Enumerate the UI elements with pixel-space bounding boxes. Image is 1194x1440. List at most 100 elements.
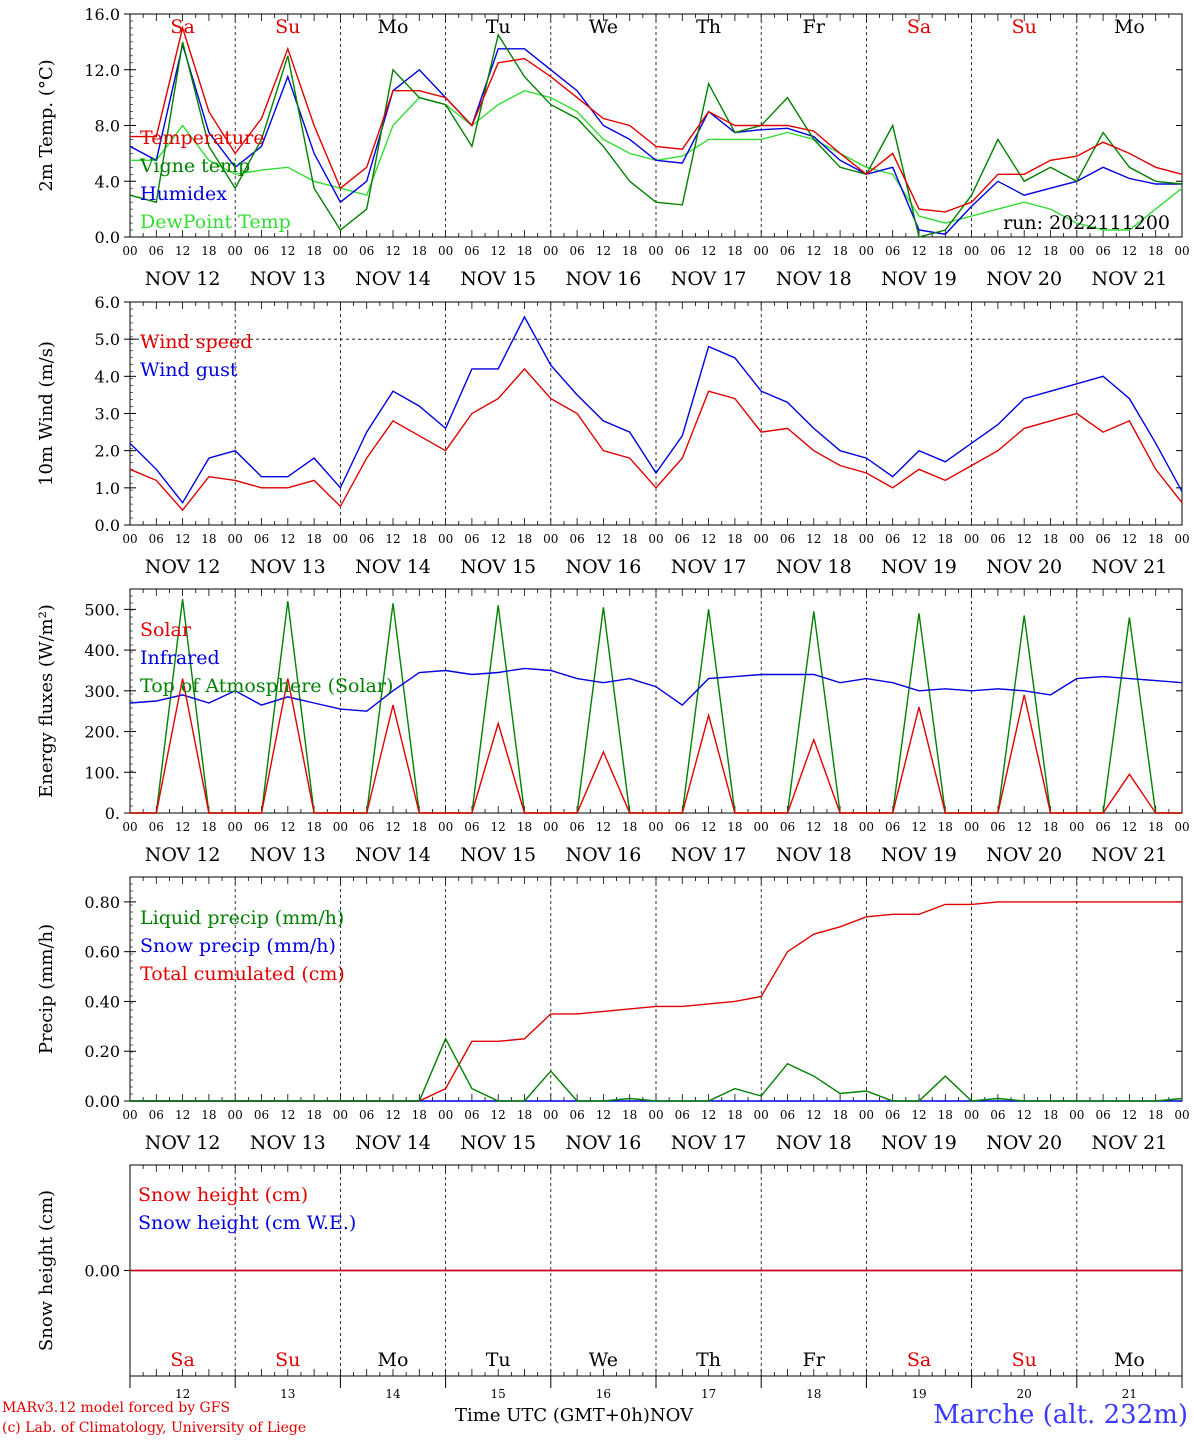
plot-frame (129, 588, 1183, 814)
series-line-wind-speed (129, 367, 1183, 512)
x-hour-label: 18 (1043, 244, 1058, 258)
x-hour-label: 06 (359, 820, 374, 834)
x-hour-label: 00 (1069, 532, 1084, 546)
panel-3 (124, 588, 1183, 814)
x-hour-label: 18 (832, 820, 847, 834)
x-hour-label: 00 (964, 532, 979, 546)
weekday-label-bottom: Sa (170, 1349, 194, 1371)
time-axis-title: Time UTC (GMT+0h)NOV (455, 1405, 693, 1426)
x-hour-label: 06 (149, 532, 164, 546)
x-hour-label: 12 (911, 820, 926, 834)
time-axis-title-text: Time UTC (GMT+0h) (455, 1405, 650, 1426)
run-label: run: 2022111200 (1003, 212, 1170, 234)
x-hour-label: 18 (938, 244, 953, 258)
y-tick-label: 2.0 (95, 442, 120, 461)
x-hour-label: 18 (412, 1108, 427, 1122)
x-hour-label: 18 (1148, 1108, 1163, 1122)
x-hour-label: 18 (1043, 820, 1058, 834)
weekday-label-bottom: We (589, 1349, 618, 1371)
y-tick-label: 0.00 (84, 1092, 120, 1111)
x-date-label: NOV 17 (671, 268, 747, 290)
x-date-label: NOV 16 (565, 844, 641, 866)
x-hour-label: 12 (175, 820, 190, 834)
y-tick-label: 5.0 (95, 330, 120, 349)
x-hour-label: 06 (990, 244, 1005, 258)
series-line-vigne-temp (129, 33, 1183, 238)
y-tick-label: 1.0 (95, 479, 120, 498)
series-line-infrared (129, 667, 1183, 712)
x-hour-label: 18 (201, 820, 216, 834)
x-hour-label: 12 (1017, 820, 1032, 834)
y-tick-label: 4.0 (95, 172, 120, 191)
x-hour-label: 00 (1174, 820, 1189, 834)
x-hour-label: 00 (122, 820, 137, 834)
x-date-label: NOV 15 (460, 844, 536, 866)
x-hour-label: 12 (491, 244, 506, 258)
x-date-label: NOV 21 (1091, 556, 1167, 578)
x-hour-label: 06 (675, 532, 690, 546)
x-hour-label: 18 (517, 244, 532, 258)
x-date-label: NOV 13 (250, 1132, 326, 1154)
x-hour-label: 18 (201, 532, 216, 546)
x-hour-label: 18 (622, 820, 637, 834)
x-hour-label: 06 (1095, 820, 1110, 834)
series-line-wind-gust (129, 315, 1183, 504)
x-hour-label: 06 (464, 244, 479, 258)
x-hour-label: 06 (675, 1108, 690, 1122)
legend-entry: DewPoint Temp (140, 211, 291, 233)
day-number-label: 14 (385, 1387, 401, 1401)
x-date-label: NOV 20 (986, 556, 1062, 578)
x-hour-label: 00 (964, 244, 979, 258)
legend-entry: Vigne temp (139, 155, 250, 177)
x-hour-label: 06 (885, 532, 900, 546)
x-hour-label: 00 (438, 244, 453, 258)
weekday-label-bottom: Su (1012, 1349, 1037, 1371)
x-hour-label: 12 (701, 532, 716, 546)
y-tick-label: 0.0 (95, 228, 120, 247)
x-hour-label: 06 (359, 244, 374, 258)
x-hour-label: 00 (648, 244, 663, 258)
x-date-label: NOV 19 (881, 1132, 957, 1154)
weekday-label-bottom: Su (275, 1349, 300, 1371)
x-hour-label: 06 (885, 1108, 900, 1122)
weekday-label-top: Fr (803, 16, 826, 38)
y-tick-label: 0.00 (84, 1262, 120, 1281)
x-hour-label: 00 (228, 1108, 243, 1122)
x-hour-label: 18 (201, 244, 216, 258)
x-hour-label: 18 (832, 532, 847, 546)
x-hour-label: 18 (1148, 820, 1163, 834)
weekday-label-bottom: Th (696, 1349, 721, 1371)
y-tick-label: 500. (84, 600, 120, 619)
x-hour-label: 06 (359, 532, 374, 546)
legend-entry: Top of Atmosphere (Solar) (140, 675, 393, 697)
y-tick-label: 8.0 (95, 117, 120, 136)
x-hour-label: 12 (1017, 532, 1032, 546)
y-tick-label: 200. (84, 723, 120, 742)
x-hour-label: 12 (1017, 244, 1032, 258)
x-hour-label: 00 (859, 244, 874, 258)
x-date-label: NOV 20 (986, 1132, 1062, 1154)
x-hour-label: 06 (780, 244, 795, 258)
day-number-label: 16 (596, 1387, 611, 1401)
x-date-label: NOV 14 (355, 844, 431, 866)
x-hour-label: 06 (254, 532, 269, 546)
y-tick-label: 0.40 (84, 992, 120, 1011)
x-date-label: NOV 19 (881, 268, 957, 290)
x-hour-label: 18 (938, 532, 953, 546)
x-date-label: NOV 13 (250, 268, 326, 290)
x-hour-label: 06 (885, 244, 900, 258)
x-hour-label: 00 (859, 1108, 874, 1122)
x-hour-label: 00 (228, 244, 243, 258)
x-hour-label: 00 (859, 532, 874, 546)
x-hour-label: 00 (754, 244, 769, 258)
x-hour-label: 06 (885, 820, 900, 834)
x-hour-label: 12 (701, 1108, 716, 1122)
x-date-label: NOV 18 (776, 1132, 852, 1154)
x-hour-label: 12 (491, 1108, 506, 1122)
x-hour-label: 06 (569, 244, 584, 258)
weekday-label-top: Sa (170, 16, 194, 38)
x-date-label: NOV 19 (881, 556, 957, 578)
y-axis-title: 2m Temp. (°C) (36, 59, 57, 191)
month-label: NOV (649, 1405, 694, 1426)
x-hour-label: 06 (569, 820, 584, 834)
